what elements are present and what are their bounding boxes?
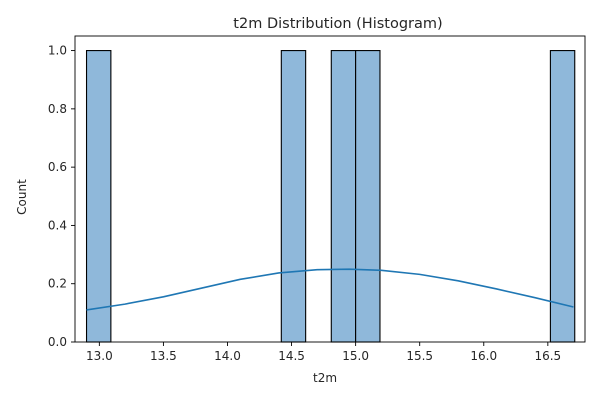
histogram-bar-0 — [85, 50, 112, 343]
bars-layer — [85, 50, 576, 343]
kde-line — [86, 268, 574, 311]
histogram-bar-2 — [330, 50, 357, 343]
x-tick-label: 15.0 — [342, 349, 369, 363]
x-tick-label: 14.5 — [278, 349, 305, 363]
y-tick-label: 0.0 — [48, 335, 67, 349]
chart-title: t2m Distribution (Histogram) — [233, 16, 442, 32]
axes-layer: 13.0 13.5 14.0 14.5 15.0 15.5 16.0 16.5 0.0 0.2 0.… — [48, 35, 586, 363]
x-tick-label: 16.0 — [470, 349, 497, 363]
x-tick-label: 15.5 — [406, 349, 433, 363]
histogram-bar-4 — [549, 50, 576, 343]
axes-frame — [74, 35, 586, 343]
y-tick-label: 0.2 — [48, 277, 67, 291]
y-tick-label: 0.4 — [48, 218, 67, 232]
x-axis-label: t2m — [313, 371, 337, 385]
y-tick-label: 0.8 — [48, 102, 67, 116]
x-tick-label: 16.5 — [534, 349, 561, 363]
x-tick-label: 13.0 — [86, 349, 113, 363]
histogram-bar-3 — [355, 50, 381, 343]
histogram-bar-1 — [280, 50, 307, 343]
y-tick-label: 0.6 — [48, 160, 67, 174]
x-tick-label: 14.0 — [214, 349, 241, 363]
kde-layer — [86, 268, 574, 311]
y-axis-label: Count — [15, 179, 29, 215]
x-tick-label: 13.5 — [150, 349, 177, 363]
y-tick-label: 1.0 — [48, 44, 67, 58]
